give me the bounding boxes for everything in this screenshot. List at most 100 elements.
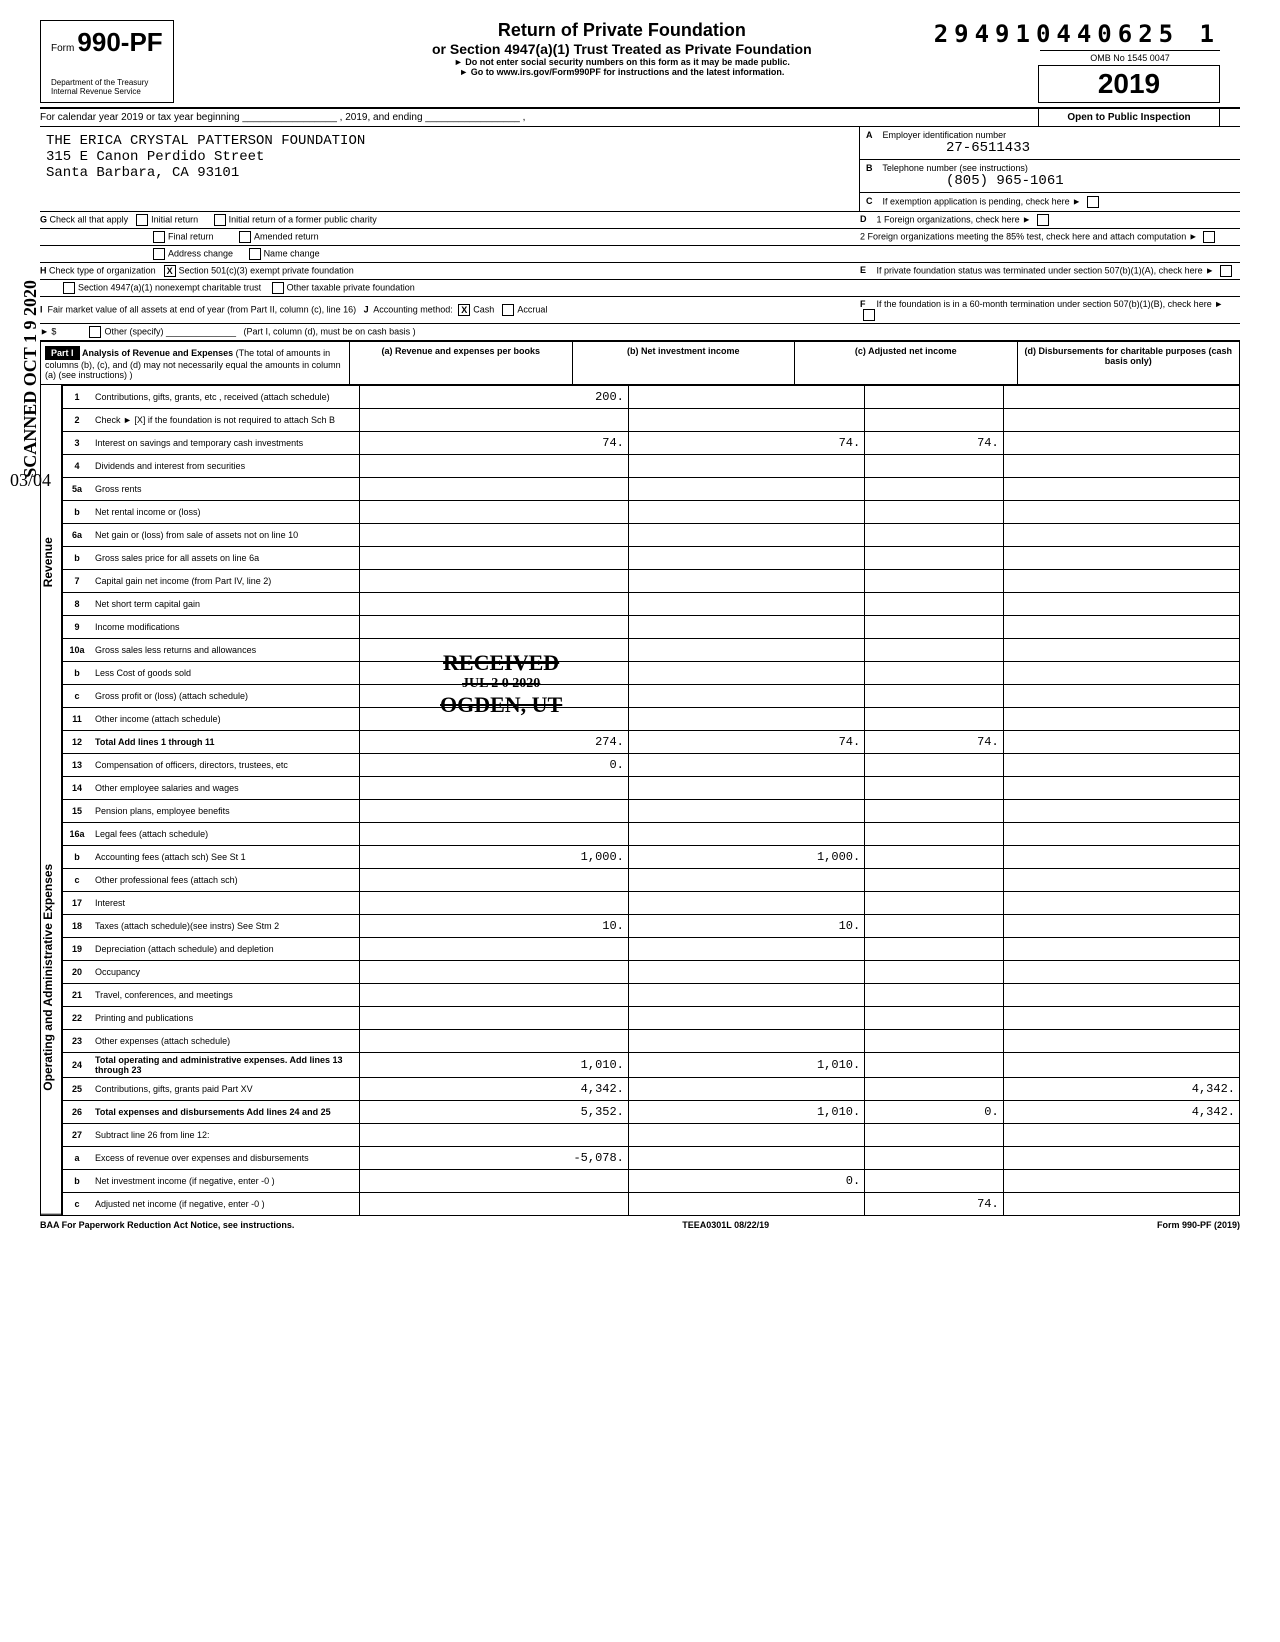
table-row: 14Other employee salaries and wages: [63, 777, 1240, 800]
table-row: 5aGross rents: [63, 478, 1240, 501]
table-row: 11Other income (attach schedule): [63, 708, 1240, 731]
form-number: 990-PF: [77, 27, 162, 57]
part-1-badge: Part I: [45, 346, 80, 360]
line-no: 2: [63, 409, 92, 432]
line-label: Taxes (attach schedule)(see instrs) See …: [91, 915, 360, 938]
g-check-final[interactable]: [153, 231, 165, 243]
amt-a: [360, 409, 629, 432]
row-g2: Final return Amended return 2 Foreign or…: [40, 229, 1240, 246]
amt-c: 74.: [865, 1193, 1004, 1216]
amt-d: [1003, 731, 1239, 754]
line-no: 1: [63, 386, 92, 409]
table-row: 19Depreciation (attach schedule) and dep…: [63, 938, 1240, 961]
line-no: 18: [63, 915, 92, 938]
box-c-check[interactable]: [1087, 196, 1099, 208]
h-opt-x: Section 501(c)(3) exempt private foundat…: [179, 265, 354, 275]
j-cash-check[interactable]: X: [458, 304, 470, 316]
table-row: 6aNet gain or (loss) from sale of assets…: [63, 524, 1240, 547]
line-no: 24: [63, 1053, 92, 1078]
e-check[interactable]: [1220, 265, 1232, 277]
amt-c: [865, 915, 1004, 938]
h-opt-2: Section 4947(a)(1) nonexempt charitable …: [78, 282, 261, 292]
line-label: Pension plans, employee benefits: [91, 800, 360, 823]
amt-c: [865, 961, 1004, 984]
amt-c: [865, 938, 1004, 961]
amt-d: [1003, 386, 1239, 409]
row-i2: ► $ Other (specify) ______________ (Part…: [40, 324, 1240, 341]
g-check-name[interactable]: [249, 248, 261, 260]
g-check-addr[interactable]: [153, 248, 165, 260]
amt-d: [1003, 1193, 1239, 1216]
g-opt-5: Name change: [264, 248, 320, 258]
row-g3: Address change Name change: [40, 246, 1240, 263]
line-label: Net short term capital gain: [91, 593, 360, 616]
amt-c: 0.: [865, 1101, 1004, 1124]
amt-a: 274.: [360, 731, 629, 754]
amt-b: [628, 961, 864, 984]
box-b-label: Telephone number (see instructions): [882, 163, 1028, 173]
table-row: bNet rental income or (loss): [63, 501, 1240, 524]
g-check-initial[interactable]: [136, 214, 148, 226]
ein: 27-6511433: [946, 140, 1030, 156]
table-row: 24Total operating and administrative exp…: [63, 1053, 1240, 1078]
amt-c: [865, 616, 1004, 639]
j-accrual-check[interactable]: [502, 304, 514, 316]
amt-b: 1,010.: [628, 1053, 864, 1078]
line-no: 5a: [63, 478, 92, 501]
line-no: 16a: [63, 823, 92, 846]
line-no: c: [63, 685, 92, 708]
info-grid: THE ERICA CRYSTAL PATTERSON FOUNDATION 3…: [40, 127, 1240, 212]
amt-a: [360, 524, 629, 547]
amt-a: [360, 1124, 629, 1147]
letter-d: D: [860, 214, 874, 224]
table-row: 7Capital gain net income (from Part IV, …: [63, 570, 1240, 593]
side-revenue: Revenue: [41, 385, 61, 740]
table-row: 15Pension plans, employee benefits: [63, 800, 1240, 823]
h-check-501c3[interactable]: X: [164, 265, 176, 277]
h-check-4947[interactable]: [63, 282, 75, 294]
table-row: 17Interest: [63, 892, 1240, 915]
amt-c: [865, 455, 1004, 478]
j-label: Accounting method:: [373, 304, 453, 314]
amt-c: [865, 777, 1004, 800]
amt-b: [628, 938, 864, 961]
amt-b: [628, 1030, 864, 1053]
line-label: Gross sales price for all assets on line…: [91, 547, 360, 570]
j-other-check[interactable]: [89, 326, 101, 338]
g-check-amended[interactable]: [239, 231, 251, 243]
line-label: Dividends and interest from securities: [91, 455, 360, 478]
f-check[interactable]: [863, 309, 875, 321]
letter-c: C: [866, 196, 880, 206]
row-h2: Section 4947(a)(1) nonexempt charitable …: [40, 280, 1240, 297]
amt-a: 5,352.: [360, 1101, 629, 1124]
line-no: 11: [63, 708, 92, 731]
amt-a: [360, 593, 629, 616]
table-row: 12Total Add lines 1 through 11274.74.74.: [63, 731, 1240, 754]
line-label: Net rental income or (loss): [91, 501, 360, 524]
amt-b: [628, 708, 864, 731]
amt-b: [628, 1078, 864, 1101]
d1-check[interactable]: [1037, 214, 1049, 226]
row-h: H Check type of organization XSection 50…: [40, 263, 1240, 280]
table-row: 27Subtract line 26 from line 12:: [63, 1124, 1240, 1147]
amt-a: [360, 547, 629, 570]
amt-a: [360, 455, 629, 478]
table-row: aExcess of revenue over expenses and dis…: [63, 1147, 1240, 1170]
amt-d: [1003, 1030, 1239, 1053]
amt-a: [360, 800, 629, 823]
table-row: bNet investment income (if negative, ent…: [63, 1170, 1240, 1193]
amt-d: [1003, 616, 1239, 639]
amt-d: [1003, 524, 1239, 547]
amt-b: [628, 1193, 864, 1216]
d2-check[interactable]: [1203, 231, 1215, 243]
h-check-other[interactable]: [272, 282, 284, 294]
amt-a: [360, 708, 629, 731]
line-no: 17: [63, 892, 92, 915]
letter-h: H: [40, 265, 47, 275]
amt-d: [1003, 777, 1239, 800]
g-check-initial-former[interactable]: [214, 214, 226, 226]
line-label: Compensation of officers, directors, tru…: [91, 754, 360, 777]
i-label: Fair market value of all assets at end o…: [48, 304, 357, 314]
open-box: Open to Public Inspection: [1038, 108, 1220, 127]
amt-b: [628, 1007, 864, 1030]
